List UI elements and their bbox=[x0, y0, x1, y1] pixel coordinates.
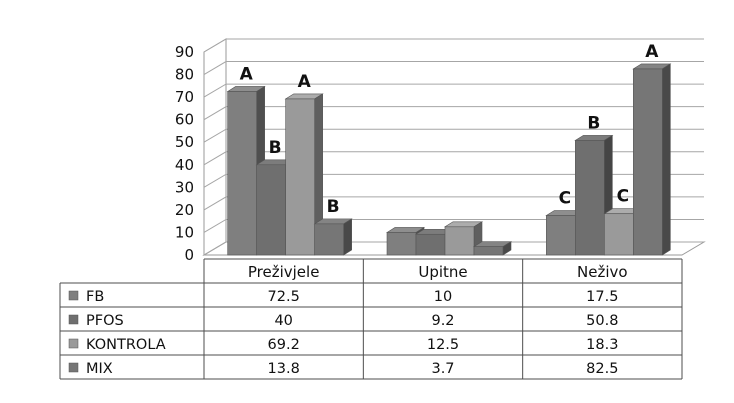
legend-label: KONTROLA bbox=[86, 337, 166, 353]
significance-letter: A bbox=[645, 42, 659, 62]
gridline bbox=[203, 38, 704, 53]
gridline bbox=[203, 106, 704, 121]
y-tick-label: 60 bbox=[175, 111, 194, 129]
legend-swatch bbox=[68, 314, 79, 325]
table-cell-value: 10 bbox=[434, 289, 452, 305]
table-cell-value: 9.2 bbox=[431, 313, 454, 329]
category-label: Preživjele bbox=[248, 263, 320, 281]
table-cell-value: 72.5 bbox=[268, 289, 300, 305]
table-cell-value: 82.5 bbox=[586, 361, 618, 377]
category-label: Upitne bbox=[418, 263, 467, 281]
bar-front bbox=[415, 233, 446, 256]
y-tick-label: 40 bbox=[175, 156, 194, 174]
side-wall bbox=[203, 38, 227, 256]
y-tick-label: 0 bbox=[184, 246, 194, 264]
gridline bbox=[203, 128, 704, 143]
y-tick-label: 90 bbox=[175, 43, 194, 61]
table-cell-value: 18.3 bbox=[586, 337, 618, 353]
table-cell-value: 17.5 bbox=[586, 289, 618, 305]
bar-front bbox=[604, 213, 634, 256]
gridline bbox=[203, 241, 704, 256]
y-tick-label: 20 bbox=[175, 201, 194, 219]
gridline bbox=[203, 151, 704, 166]
significance-letter: B bbox=[327, 197, 340, 217]
y-tick-label: 70 bbox=[175, 88, 194, 106]
gridline bbox=[203, 83, 704, 98]
y-tick-label: 10 bbox=[175, 223, 194, 241]
bar-front bbox=[473, 246, 504, 256]
gridline bbox=[203, 173, 704, 188]
legend-label: MIX bbox=[86, 361, 113, 377]
y-tick-label: 50 bbox=[175, 133, 194, 151]
legend-label: PFOS bbox=[86, 313, 124, 329]
significance-letter: C bbox=[617, 187, 629, 207]
gridline bbox=[203, 61, 704, 75]
table-cell-value: 12.5 bbox=[427, 337, 459, 353]
legend-swatch bbox=[68, 290, 79, 301]
table-cell-value: 3.7 bbox=[431, 361, 454, 377]
gridline bbox=[203, 196, 704, 211]
bar-front bbox=[314, 223, 344, 256]
bar bbox=[472, 241, 513, 256]
legend-swatch bbox=[68, 362, 79, 373]
significance-letter: C bbox=[559, 189, 571, 209]
bar-front bbox=[227, 91, 257, 256]
y-axis-ticks: 0 10 20 30 40 50 60 70 80 90 bbox=[175, 43, 194, 264]
table-cell-value: 40 bbox=[274, 313, 292, 329]
bar-front bbox=[256, 164, 286, 256]
significance-letter: A bbox=[298, 72, 312, 92]
category-label: Neživo bbox=[577, 263, 628, 281]
significance-letter: B bbox=[269, 138, 282, 158]
bar-front bbox=[575, 140, 605, 256]
gridline bbox=[203, 218, 704, 233]
significance-letter: A bbox=[240, 64, 254, 84]
gridlines bbox=[203, 38, 704, 256]
bar-side bbox=[662, 63, 671, 256]
bar bbox=[632, 63, 672, 256]
data-table: Preživjele Upitne Neživo FB 72.5 10 17.5 PFOS 40… bbox=[59, 258, 683, 380]
legend-label: FB bbox=[86, 289, 104, 305]
bar-side bbox=[343, 218, 352, 256]
significance-letters: A B A B C B C A bbox=[240, 42, 660, 217]
bars bbox=[226, 63, 672, 256]
bar-front bbox=[546, 215, 576, 256]
legend-swatch bbox=[68, 338, 79, 349]
bar-front bbox=[633, 68, 663, 256]
bar-front bbox=[285, 98, 315, 256]
bar-front bbox=[386, 232, 417, 256]
bar bbox=[313, 218, 353, 256]
table-cell-value: 13.8 bbox=[268, 361, 300, 377]
significance-letter: B bbox=[587, 113, 600, 133]
table-cell-value: 69.2 bbox=[268, 337, 300, 353]
bar-front bbox=[444, 226, 475, 256]
table-cell-value: 50.8 bbox=[586, 313, 618, 329]
y-tick-label: 80 bbox=[175, 66, 194, 84]
bar bbox=[284, 93, 324, 256]
y-tick-label: 30 bbox=[175, 178, 194, 196]
